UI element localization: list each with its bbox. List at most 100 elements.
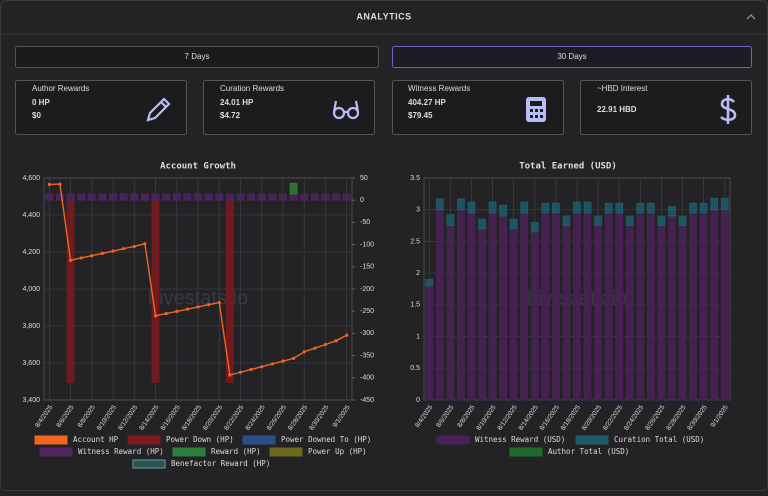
bar <box>151 193 160 201</box>
point <box>196 305 200 309</box>
bar <box>66 193 75 201</box>
bar <box>562 215 571 227</box>
bar <box>435 198 444 211</box>
y-tick-label: 4,600 <box>22 175 40 182</box>
bar <box>279 193 287 201</box>
tab-label[interactable]: 7 Days <box>185 52 210 61</box>
point <box>270 362 274 366</box>
bar <box>604 212 613 401</box>
point <box>345 333 349 337</box>
bar <box>204 193 213 201</box>
legend-swatch <box>242 435 276 445</box>
card-label: Witness Rewards <box>408 84 470 93</box>
dollar-icon <box>720 95 737 124</box>
y-tick-label: 3.5 <box>410 175 420 182</box>
tab-7days[interactable] <box>15 46 379 68</box>
bar <box>573 201 581 214</box>
y2-tick-label: -350 <box>360 352 374 359</box>
legend-label: Power Downed To (HP) <box>281 435 371 444</box>
point <box>281 359 285 363</box>
bar <box>45 193 54 201</box>
pencil-icon <box>146 97 171 122</box>
legend-label: Author Total (USD) <box>548 447 629 456</box>
bar <box>520 201 529 214</box>
bar <box>172 193 181 201</box>
bar <box>699 212 708 401</box>
bar <box>710 197 719 211</box>
point <box>313 346 317 350</box>
bar <box>710 209 719 401</box>
bar <box>604 202 613 214</box>
bar <box>646 212 655 401</box>
legend-label: Power Down (HP) <box>166 435 234 444</box>
bar <box>720 197 729 211</box>
bar <box>668 206 676 217</box>
y-tick-label: 2 <box>416 270 420 277</box>
bar <box>257 193 266 201</box>
bar <box>446 225 455 401</box>
bar <box>225 193 234 201</box>
bar <box>457 209 465 401</box>
bar <box>573 212 581 401</box>
card: Author Rewards 0 HP $0 <box>15 80 187 135</box>
card-value: 0 HP <box>32 98 50 107</box>
y2-tick-label: -400 <box>360 375 374 382</box>
y2-tick-label: -200 <box>360 286 374 293</box>
tab-30days[interactable] <box>392 46 752 68</box>
y-tick-label: 3,400 <box>22 397 40 404</box>
point <box>79 256 83 260</box>
card-value: 22.91 HBD <box>597 105 637 114</box>
y2-tick-label: -150 <box>360 264 374 271</box>
legend-label: Witness Reward (HP) <box>78 447 164 456</box>
y-tick-label: 4,200 <box>22 249 40 256</box>
legend-label: Curation Total (USD) <box>614 435 704 444</box>
y2-tick-label: -450 <box>360 397 374 404</box>
y2-tick-label: 0 <box>360 197 364 204</box>
card-box <box>392 80 564 135</box>
bar <box>689 212 697 401</box>
point <box>132 244 136 249</box>
bar <box>509 218 518 230</box>
bar <box>615 212 624 401</box>
bar <box>720 209 729 401</box>
glasses-icon <box>332 100 360 120</box>
bar <box>594 215 602 227</box>
bar <box>236 193 245 201</box>
card-box <box>203 80 375 135</box>
point <box>185 307 189 311</box>
point <box>249 367 253 372</box>
point <box>153 314 158 318</box>
bar <box>66 199 75 383</box>
tab-label[interactable]: 30 Days <box>557 52 586 61</box>
card-box <box>580 80 752 135</box>
legend-swatch <box>127 435 161 445</box>
y2-tick-label: 50 <box>360 175 368 182</box>
point <box>334 339 338 343</box>
point <box>323 342 328 347</box>
y2-tick-label: -50 <box>360 219 370 226</box>
y-tick-label: 0 <box>416 397 420 404</box>
bar <box>130 193 139 201</box>
bar <box>109 193 117 201</box>
legend-swatch <box>269 447 303 457</box>
collapse-chevron[interactable] <box>746 14 756 20</box>
bar <box>478 228 486 401</box>
y2-tick-label: -300 <box>360 330 374 337</box>
point <box>143 242 147 246</box>
y-tick-label: 3 <box>416 207 420 214</box>
bar <box>215 193 224 201</box>
point <box>68 258 73 262</box>
plot-frame <box>43 177 353 401</box>
bar <box>194 193 202 201</box>
bar <box>98 193 107 201</box>
y-tick-label: 1 <box>416 333 420 340</box>
legend-label: Reward (HP) <box>211 447 261 456</box>
bar <box>625 225 634 401</box>
bar <box>657 215 666 227</box>
chart-title: Account Growth <box>160 162 236 172</box>
card-label: ~HBD Interest <box>597 84 648 93</box>
card-label: Curation Rewards <box>220 84 284 93</box>
y-tick-label: 3,800 <box>22 323 40 330</box>
bar <box>446 214 455 227</box>
legend-label: Witness Reward (USD) <box>475 435 565 444</box>
